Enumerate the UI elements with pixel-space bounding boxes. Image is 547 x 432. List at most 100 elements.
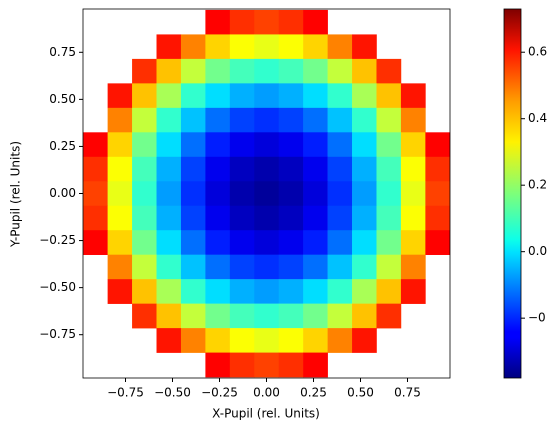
cell — [303, 205, 328, 231]
cell — [107, 254, 133, 280]
cell — [352, 34, 377, 60]
cell — [156, 132, 182, 158]
cell — [376, 279, 402, 304]
y-tick-label: 0.25 — [49, 139, 76, 153]
cell — [83, 156, 108, 182]
cell — [425, 132, 451, 158]
cell — [229, 107, 255, 133]
cell — [278, 9, 304, 35]
cell — [376, 205, 402, 231]
cell — [352, 83, 377, 109]
cell — [205, 132, 231, 158]
cell — [156, 254, 182, 280]
cell — [180, 132, 206, 158]
cell — [156, 279, 182, 304]
cell — [303, 9, 328, 35]
cell — [132, 254, 157, 280]
cell — [327, 156, 353, 182]
cell — [229, 303, 255, 329]
cell — [327, 279, 353, 304]
cell — [229, 230, 255, 255]
cell — [229, 58, 255, 84]
cell — [303, 83, 328, 109]
cell — [205, 254, 231, 280]
cell — [132, 303, 157, 329]
cell — [376, 83, 402, 109]
cell — [303, 156, 328, 182]
cell — [254, 34, 280, 60]
cell — [107, 230, 133, 255]
cell — [327, 230, 353, 255]
cell — [327, 205, 353, 231]
cell — [229, 181, 255, 207]
cell — [254, 132, 280, 158]
cell — [400, 230, 426, 255]
cell — [132, 107, 157, 133]
y-tick-label: −0.50 — [39, 280, 76, 294]
x-tick-label: 0.00 — [253, 386, 280, 400]
cell — [254, 303, 280, 329]
cell — [327, 58, 353, 84]
cell — [205, 352, 231, 378]
cell — [425, 230, 451, 255]
cell — [83, 205, 108, 231]
cell — [229, 328, 255, 353]
cell — [107, 279, 133, 304]
cell — [229, 83, 255, 109]
cell — [352, 303, 377, 329]
colorbar-tick-label: 0.6 — [528, 45, 547, 59]
colorbar-tick-label: 0.4 — [528, 111, 547, 125]
cell — [278, 205, 304, 231]
cell — [352, 279, 377, 304]
cell — [400, 83, 426, 109]
cell — [180, 58, 206, 84]
cell — [254, 156, 280, 182]
cell — [254, 58, 280, 84]
cell — [352, 156, 377, 182]
cell — [278, 328, 304, 353]
cell — [156, 205, 182, 231]
cell — [205, 279, 231, 304]
cell — [229, 352, 255, 378]
cell — [156, 156, 182, 182]
cell — [254, 328, 280, 353]
cell — [156, 181, 182, 207]
cell — [303, 254, 328, 280]
cell — [352, 132, 377, 158]
cell — [254, 230, 280, 255]
cell — [132, 181, 157, 207]
cell — [352, 58, 377, 84]
cell — [278, 181, 304, 207]
cell — [278, 254, 304, 280]
cell — [205, 205, 231, 231]
cell — [278, 34, 304, 60]
cell — [132, 83, 157, 109]
cell — [205, 181, 231, 207]
y-axis-label: Y-Pupil (rel. Units) — [9, 141, 23, 248]
cell — [132, 132, 157, 158]
cell — [107, 83, 133, 109]
cell — [376, 181, 402, 207]
cell — [132, 279, 157, 304]
cell — [303, 230, 328, 255]
cell — [205, 230, 231, 255]
cell — [83, 132, 108, 158]
cell — [229, 279, 255, 304]
cell — [205, 58, 231, 84]
cell — [229, 132, 255, 158]
cell — [156, 328, 182, 353]
cell — [156, 107, 182, 133]
cell — [107, 132, 133, 158]
cell — [205, 83, 231, 109]
x-tick-label: 0.50 — [347, 386, 374, 400]
cell — [229, 254, 255, 280]
x-axis-label: X-Pupil (rel. Units) — [212, 407, 320, 421]
cell — [180, 107, 206, 133]
cell — [254, 107, 280, 133]
cell — [400, 132, 426, 158]
cell — [254, 352, 280, 378]
cell — [303, 328, 328, 353]
y-tick-label: 0.00 — [49, 186, 76, 200]
cell — [156, 303, 182, 329]
